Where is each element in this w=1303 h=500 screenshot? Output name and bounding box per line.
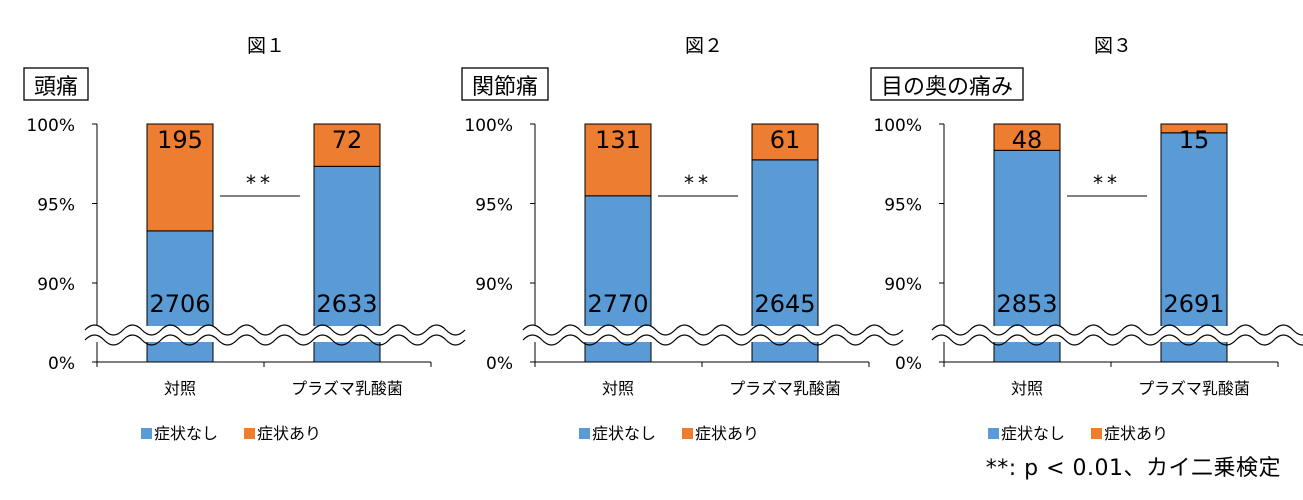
y-tick-label: 90% — [475, 275, 513, 295]
data-label-no-symptom: 2770 — [587, 290, 648, 318]
significance-mark: ** — [684, 171, 712, 195]
data-label-no-symptom: 2691 — [1163, 290, 1224, 318]
axis-break-line-bottom — [522, 334, 904, 346]
x-category-label: 対照 — [164, 379, 196, 398]
figure-label: 図２ — [685, 35, 723, 57]
data-label-symptom: 61 — [770, 126, 801, 154]
y-tick-label: 90% — [37, 275, 75, 295]
x-category-label: プラズマ乳酸菌 — [1138, 379, 1250, 398]
legend-swatch-symptom — [244, 428, 255, 439]
figure-label: 図１ — [247, 35, 285, 57]
figure-label: 図３ — [1094, 35, 1132, 57]
legend-swatch-symptom — [682, 428, 693, 439]
y-tick-label: 0% — [486, 354, 513, 374]
axis-break-line-bottom — [84, 334, 466, 346]
y-tick-label: 90% — [884, 275, 922, 295]
data-label-no-symptom: 2645 — [754, 290, 815, 318]
y-tick-label: 95% — [884, 196, 922, 216]
y-tick-label: 100% — [873, 116, 922, 136]
significance-footnote: **: p < 0.01、カイ二乗検定 — [985, 456, 1281, 481]
x-category-label: 対照 — [1011, 379, 1043, 398]
bar-symptom — [584, 123, 652, 197]
x-category-label: プラズマ乳酸菌 — [729, 379, 841, 398]
chart-title: 関節痛 — [472, 75, 538, 100]
legend-swatch-no-symptom — [579, 428, 590, 439]
chart-title-box — [870, 67, 1024, 101]
chart-title-box — [23, 67, 89, 101]
legend-swatch-no-symptom — [988, 428, 999, 439]
data-label-symptom: 72 — [332, 126, 363, 154]
y-tick-label: 0% — [48, 354, 75, 374]
bar-symptom — [751, 123, 819, 161]
x-category-label: プラズマ乳酸菌 — [291, 379, 403, 398]
significance-mark: ** — [246, 171, 274, 195]
significance-mark: ** — [1093, 171, 1121, 195]
data-label-no-symptom: 2853 — [996, 290, 1057, 318]
legend-label-no-symptom: 症状なし — [154, 424, 218, 443]
x-category-label: 対照 — [602, 379, 634, 398]
chart-panel-1: 図１ 頭痛 0% 90% 95% 100% 2706 195 対照 2633 72 プラズマ乳酸菌 **… — [23, 35, 466, 443]
y-tick-label: 95% — [37, 196, 75, 216]
axis-break-line-top — [931, 324, 1303, 336]
y-tick-label: 100% — [26, 116, 75, 136]
data-label-no-symptom: 2633 — [316, 290, 377, 318]
legend-label-no-symptom: 症状なし — [1001, 424, 1065, 443]
bar-no-symptom — [1160, 132, 1228, 363]
legend-label-symptom: 症状あり — [1104, 424, 1168, 443]
bar-symptom — [313, 123, 381, 167]
bar-symptom — [1160, 123, 1228, 134]
axis-break-line-bottom — [931, 334, 1303, 346]
legend-label-symptom: 症状あり — [695, 424, 759, 443]
data-label-symptom: 48 — [1012, 126, 1043, 154]
bar-symptom — [146, 123, 214, 232]
axis-break-line-top — [522, 324, 904, 336]
y-tick-label: 100% — [464, 116, 513, 136]
data-label-symptom: 195 — [157, 126, 203, 154]
y-tick-label: 0% — [895, 354, 922, 374]
chart-panel-2: 図２ 関節痛 0% 90% 95% 100% 2770 131 対照 2645 61 プラズマ乳酸菌 *… — [461, 35, 904, 443]
chart-panel-3: 図３ 目の奥の痛み 0% 90% 95% 100% 2853 48 対照 2691 15 プラズマ乳酸… — [870, 35, 1303, 443]
legend-label-symptom: 症状あり — [257, 424, 321, 443]
data-label-no-symptom: 2706 — [149, 290, 210, 318]
legend-swatch-no-symptom — [141, 428, 152, 439]
chart-title: 目の奥の痛み — [881, 75, 1013, 100]
legend-label-no-symptom: 症状なし — [592, 424, 656, 443]
data-label-symptom: 131 — [595, 126, 641, 154]
bar-symptom — [993, 123, 1061, 151]
chart-title: 頭痛 — [34, 75, 78, 100]
chart-title-box — [461, 67, 549, 101]
y-tick-label: 95% — [475, 196, 513, 216]
legend-swatch-symptom — [1091, 428, 1102, 439]
axis-break-line-top — [84, 324, 466, 336]
data-label-symptom: 15 — [1179, 126, 1210, 154]
